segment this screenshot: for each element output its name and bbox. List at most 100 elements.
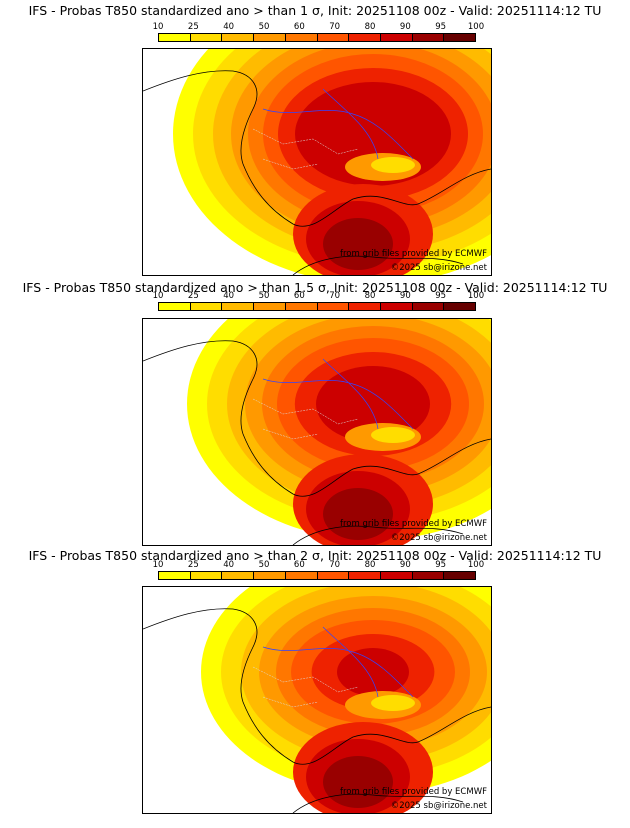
colorbar-swatch [412, 303, 445, 310]
coastline [292, 793, 464, 813]
colorbar-swatch [412, 572, 445, 579]
colorbar-tick-label: 50 [258, 560, 270, 570]
colorbar: 10 25 40 50 60 70 80 90 95 100 [153, 22, 485, 46]
colorbar-tick-label: 70 [329, 291, 341, 301]
colorbar-swatch [254, 34, 286, 41]
colorbar-swatch [317, 303, 350, 310]
colorbar-swatch [380, 34, 413, 41]
colorbar-tick-label: 90 [399, 291, 411, 301]
coastline [143, 608, 491, 765]
region-border [252, 666, 359, 708]
colorbar-swatch [349, 303, 381, 310]
colorbar-tick-label: 70 [329, 560, 341, 570]
colorbar-bar [158, 571, 476, 580]
colorbar-tick-label: 50 [258, 291, 270, 301]
colorbar-tick-labels: 10 25 40 50 60 70 80 90 95 100 [153, 560, 485, 570]
map-svg [143, 319, 491, 545]
coastline [292, 255, 464, 275]
probability-band [323, 218, 393, 270]
colorbar-tick-label: 80 [364, 560, 376, 570]
colorbar-tick-label: 80 [364, 291, 376, 301]
colorbar-tick-label: 60 [293, 560, 305, 570]
panel-2: IFS - Probas T850 standardized ano > tha… [0, 280, 630, 550]
colorbar-swatch [349, 34, 381, 41]
coastline [143, 70, 491, 227]
copyright-credit: ©2025 sb@irizone.net [390, 533, 487, 543]
colorbar-tick-label: 60 [293, 22, 305, 32]
source-credit: from grib files provided by ECMWF [340, 519, 487, 529]
colorbar-tick-label: 100 [467, 291, 485, 301]
colorbar-swatch [159, 572, 191, 579]
colorbar-swatch [159, 303, 191, 310]
panel-title: IFS - Probas T850 standardized ano > tha… [22, 280, 608, 295]
panel-title: IFS - Probas T850 standardized ano > tha… [28, 3, 602, 18]
colorbar-swatch [254, 303, 286, 310]
colorbar-tick-label: 10 [152, 560, 164, 570]
colorbar-tick-label: 100 [467, 22, 485, 32]
region-border [252, 398, 359, 440]
country-border [262, 358, 414, 430]
copyright-credit: ©2025 sb@irizone.net [390, 801, 487, 811]
colorbar-tick-label: 90 [399, 22, 411, 32]
colorbar-swatch [285, 572, 318, 579]
colorbar-tick-label: 25 [187, 291, 199, 301]
colorbar-swatch [190, 34, 223, 41]
colorbar-tick-label: 95 [435, 560, 447, 570]
colorbar-tick-label: 95 [435, 291, 447, 301]
colorbar-tick-label: 100 [467, 560, 485, 570]
source-credit: from grib files provided by ECMWF [340, 249, 487, 259]
panel-title: IFS - Probas T850 standardized ano > tha… [28, 548, 602, 563]
colorbar-swatch [349, 572, 381, 579]
colorbar-tick-label: 40 [223, 22, 235, 32]
colorbar-swatch [254, 572, 286, 579]
colorbar-swatch [317, 34, 350, 41]
probability-map: from grib files provided by ECMWF ©2025 … [142, 318, 492, 546]
colorbar-swatch [159, 34, 191, 41]
colorbar-tick-label: 60 [293, 291, 305, 301]
probability-map: from grib files provided by ECMWF ©2025 … [142, 48, 492, 276]
colorbar-swatch [222, 572, 255, 579]
country-border [262, 88, 414, 160]
probability-band [337, 648, 409, 696]
probability-band [316, 366, 430, 442]
colorbar-swatch [285, 303, 318, 310]
colorbar-bar [158, 302, 476, 311]
colorbar-tick-label: 90 [399, 560, 411, 570]
colorbar-swatch [285, 34, 318, 41]
probability-band [323, 756, 393, 808]
panel-3: IFS - Probas T850 standardized ano > tha… [0, 548, 630, 828]
colorbar-tick-label: 50 [258, 22, 270, 32]
colorbar-tick-label: 40 [223, 291, 235, 301]
colorbar-tick-label: 95 [435, 22, 447, 32]
colorbar-tick-label: 25 [187, 22, 199, 32]
probability-map: from grib files provided by ECMWF ©2025 … [142, 586, 492, 814]
colorbar-tick-label: 10 [152, 22, 164, 32]
colorbar-swatch [190, 303, 223, 310]
alpine-dip [371, 427, 415, 443]
colorbar-swatch [222, 34, 255, 41]
colorbar-tick-labels: 10 25 40 50 60 70 80 90 95 100 [153, 22, 485, 32]
region-border [252, 128, 359, 170]
colorbar-tick-label: 25 [187, 560, 199, 570]
colorbar: 10 25 40 50 60 70 80 90 95 100 [153, 560, 485, 584]
map-svg [143, 49, 491, 275]
map-svg [143, 587, 491, 813]
alpine-dip [371, 157, 415, 173]
coastline [292, 525, 464, 545]
colorbar-swatch [317, 572, 350, 579]
copyright-credit: ©2025 sb@irizone.net [390, 263, 487, 273]
colorbar-swatch [222, 303, 255, 310]
country-border [262, 626, 414, 698]
coastline [143, 340, 491, 497]
colorbar-tick-label: 40 [223, 560, 235, 570]
colorbar-swatch [380, 303, 413, 310]
colorbar-tick-label: 70 [329, 22, 341, 32]
colorbar: 10 25 40 50 60 70 80 90 95 100 [153, 291, 484, 315]
colorbar-tick-label: 80 [364, 22, 376, 32]
colorbar-swatch [412, 34, 445, 41]
colorbar-swatch [444, 572, 476, 579]
colorbar-swatch [380, 572, 413, 579]
probability-band [323, 488, 393, 540]
panel-1: IFS - Probas T850 standardized ano > tha… [0, 3, 630, 279]
colorbar-tick-label: 10 [152, 291, 164, 301]
